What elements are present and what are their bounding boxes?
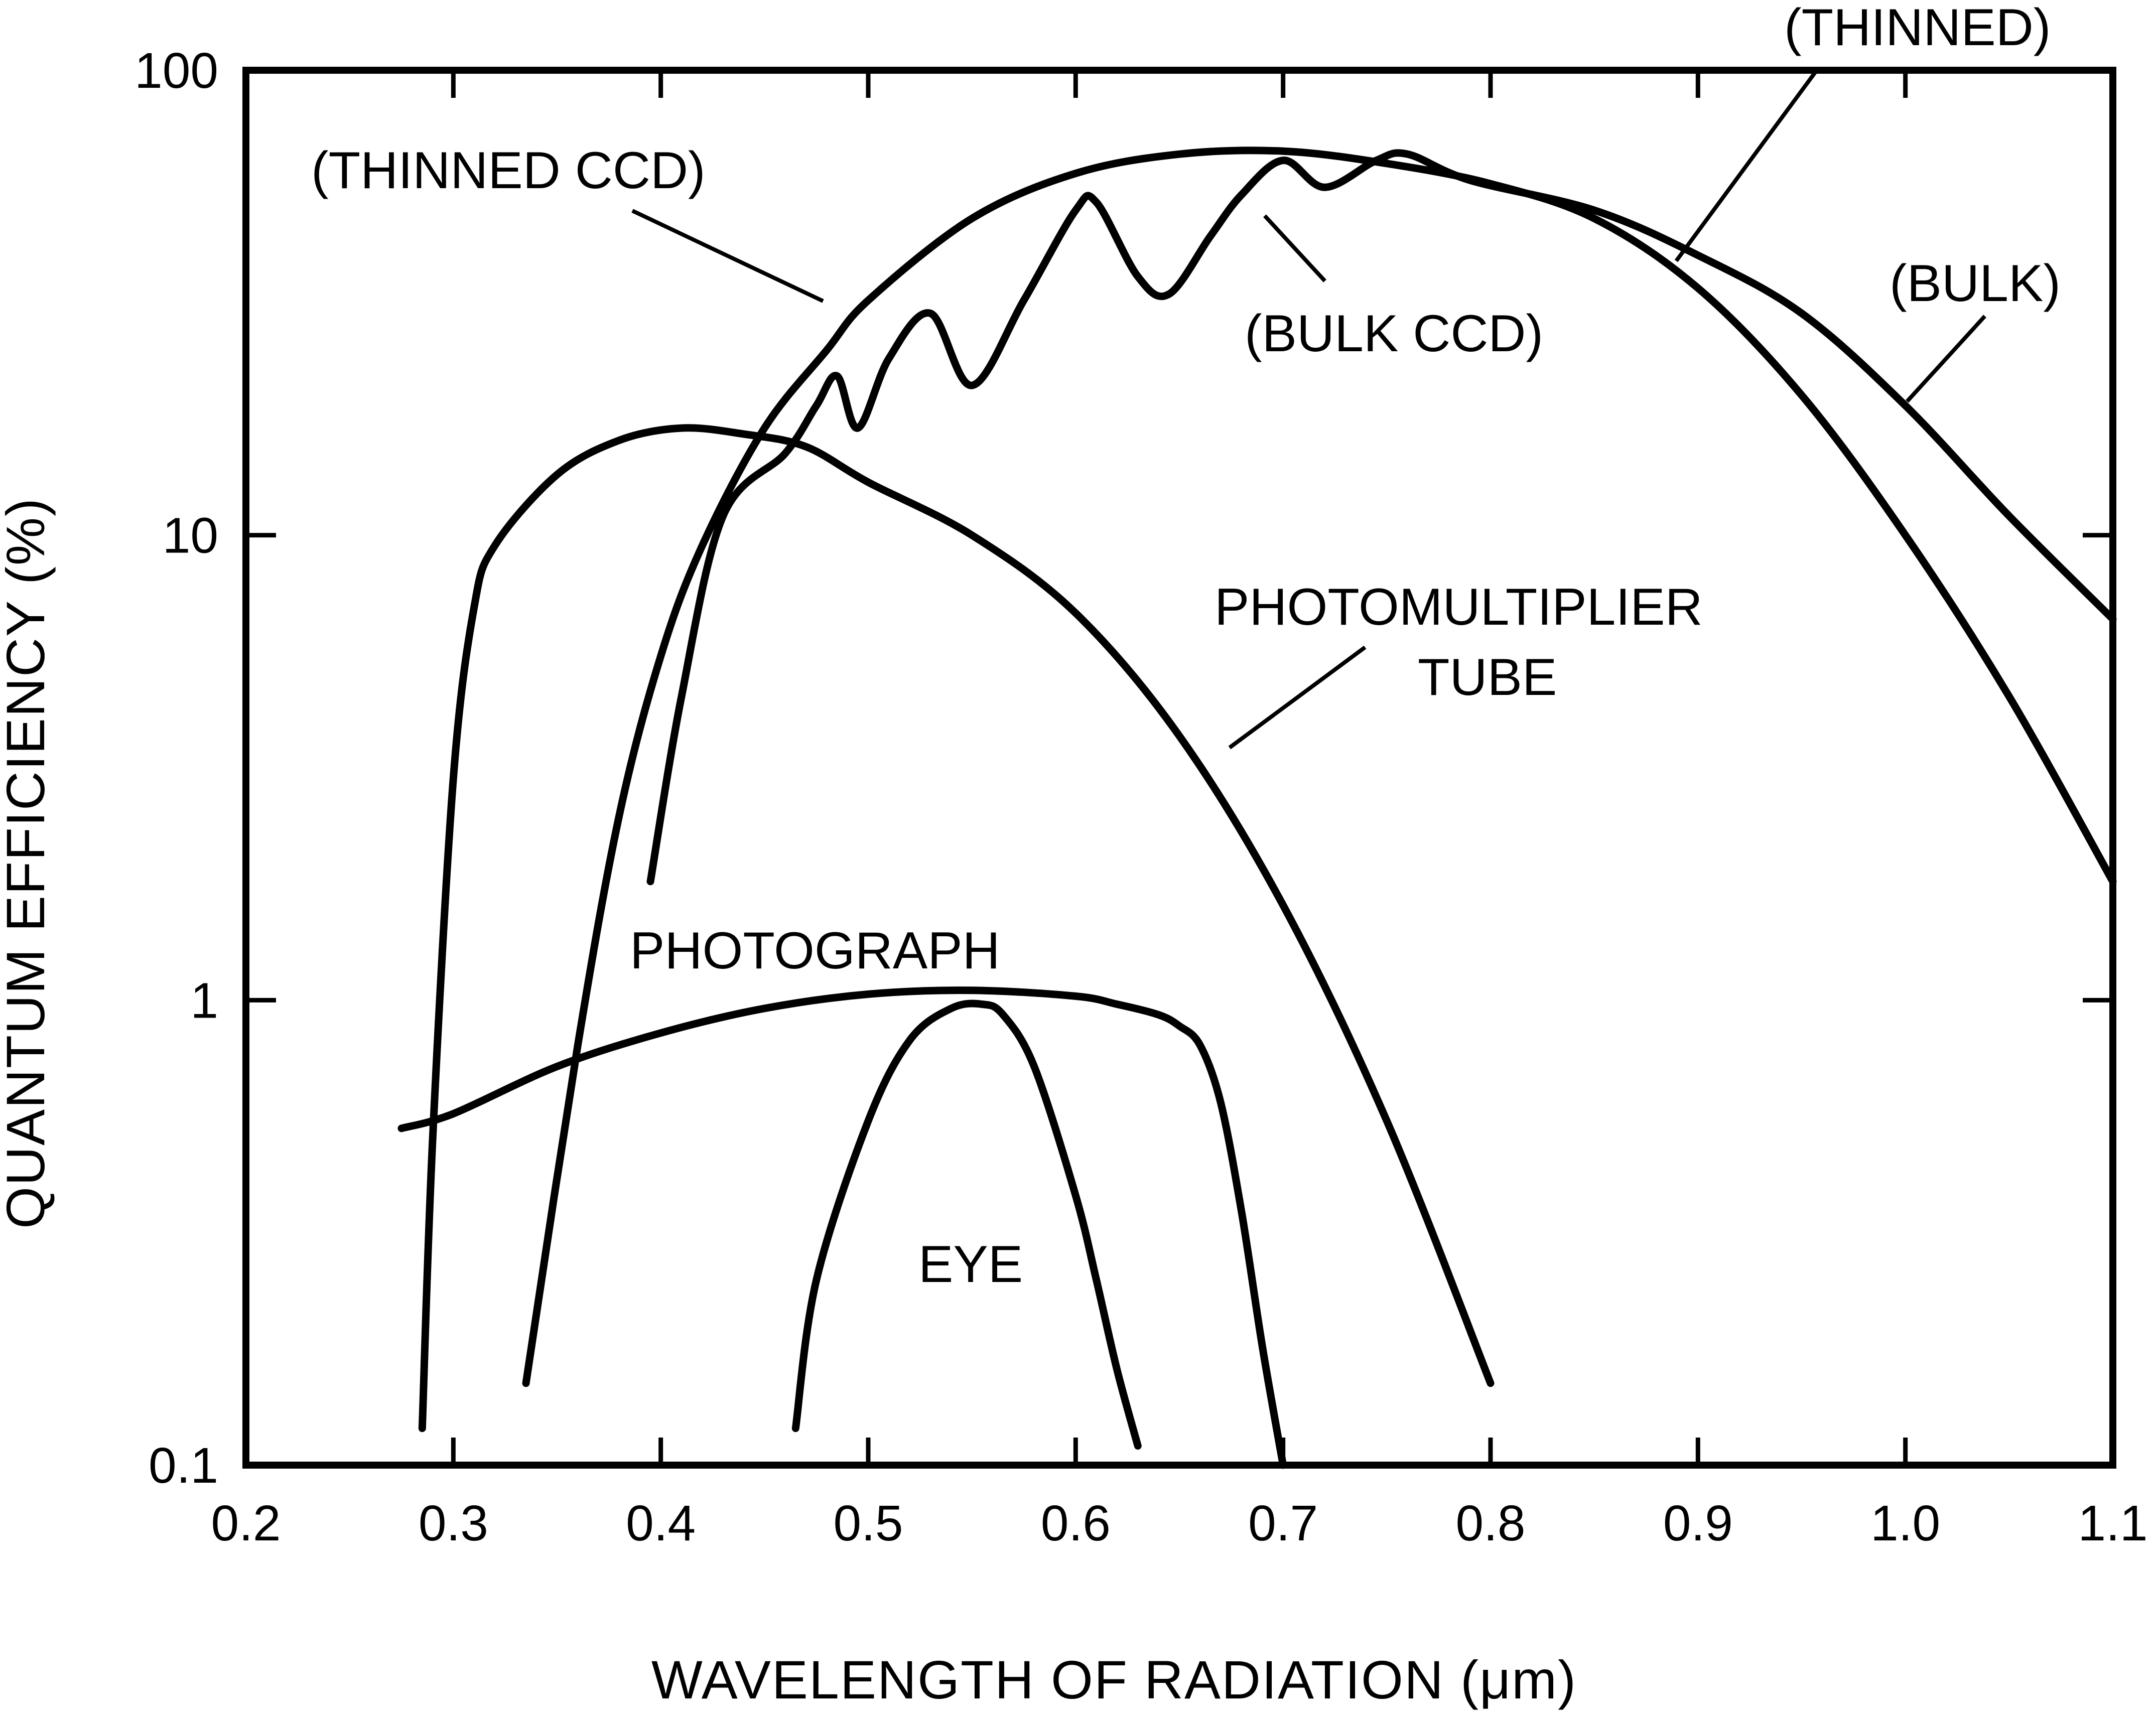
curve-photograph [397,986,1287,1469]
curves [397,147,2117,1469]
label-bulk: (BULK) [1890,254,2061,313]
x-tick-label: 1.1 [2078,1495,2147,1551]
label-eye: EYE [918,1235,1023,1294]
leader-bulk-ccd [1263,214,1326,282]
y-axis-ticks: 0.1 1 10 100 [134,43,2113,1494]
x-tick-label: 0.6 [1041,1495,1111,1551]
label-bulk-ccd: (BULK CCD) [1245,305,1543,363]
label-leaders [631,69,1986,750]
plot-frame [242,67,2116,1469]
label-tube: TUBE [1418,648,1557,706]
x-axis-ticks: 0.2 0.3 0.4 0.5 0.6 0.7 0.8 0.9 1.0 1.1 [211,70,2148,1551]
curve-eye [791,999,1142,1450]
y-tick-label: 0.1 [149,1438,218,1494]
leader-thinned [1674,69,1819,262]
y-axis-title: QUANTUM EFFICIENCY (%) [0,497,56,1229]
leader-photomultiplier [1228,645,1367,750]
label-thinned-ccd: (THINNED CCD) [311,141,706,200]
y-tick-label: 100 [134,43,218,99]
x-tick-label: 1.0 [1870,1495,1940,1551]
x-tick-label: 0.7 [1248,1495,1318,1551]
y-tick-label: 10 [163,508,218,564]
curve-photomultiplier-tube [418,424,1495,1433]
label-thinned: (THINNED) [1784,0,2051,57]
x-tick-label: 0.4 [626,1495,696,1551]
x-tick-label: 0.5 [833,1495,903,1551]
x-tick-label: 0.9 [1663,1495,1733,1551]
x-tick-label: 0.3 [419,1495,488,1551]
x-axis-title: WAVELENGTH OF RADIATION (μm) [651,1649,1577,1710]
curve-thinned-ccd [522,147,2117,1387]
x-tick-label: 0.2 [211,1495,281,1551]
label-photograph: PHOTOGRAPH [630,922,1000,980]
leader-bulk [1906,315,1986,403]
curve-bulk-ccd [646,149,2117,886]
y-tick-label: 1 [190,972,218,1029]
leader-thinned-ccd [631,209,824,303]
x-tick-label: 0.8 [1455,1495,1525,1551]
label-photomultiplier: PHOTOMULTIPLIER [1215,578,1703,636]
